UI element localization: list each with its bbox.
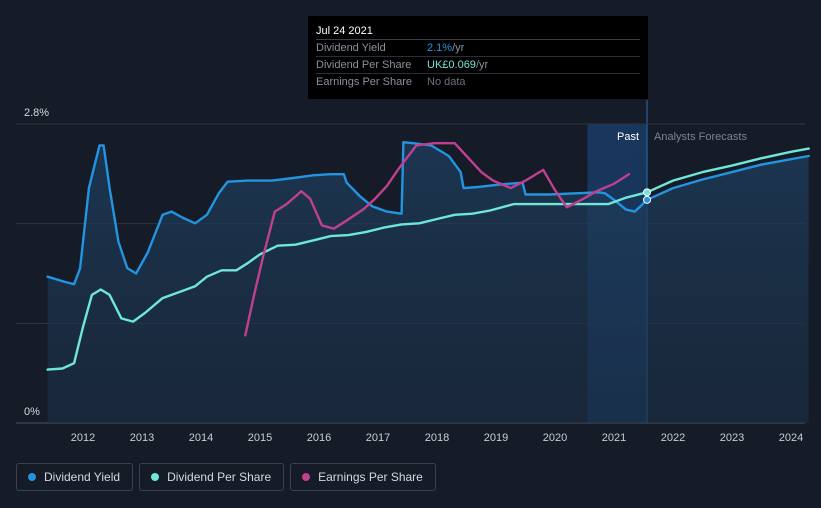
- legend-item-dividend-per-share[interactable]: Dividend Per Share: [139, 463, 285, 491]
- legend-dot-icon: [302, 473, 311, 481]
- tooltip-row-earnings-per-share: Earnings Per Share No data: [316, 74, 640, 90]
- tooltip-unit: /yr: [475, 59, 489, 71]
- tooltip-label: Dividend Yield: [316, 42, 386, 54]
- tooltip-value: 2.1%: [427, 42, 453, 54]
- legend-item-dividend-yield[interactable]: Dividend Yield: [16, 463, 134, 491]
- x-tick-label: 2024: [779, 432, 803, 444]
- x-tick-label: 2017: [366, 432, 390, 444]
- legend-label: Dividend Per Share: [167, 470, 272, 484]
- tooltip-value: No data: [427, 76, 466, 88]
- tooltip-label: Earnings Per Share: [316, 76, 412, 88]
- x-tick-label: 2019: [484, 432, 508, 444]
- dividend-per-share-marker: [643, 188, 652, 197]
- legend-dot-icon: [28, 473, 36, 481]
- legend-item-earnings-per-share[interactable]: Earnings Per Share: [290, 463, 436, 491]
- past-label: Past: [617, 131, 639, 143]
- x-tick-label: 2015: [248, 432, 272, 444]
- hover-tooltip: Jul 24 2021 Dividend Yield 2.1% /yr Divi…: [308, 16, 648, 99]
- dividend-yield-area: [47, 142, 809, 423]
- series-line-layer: [46, 141, 810, 371]
- x-tick-label: 2021: [602, 432, 626, 444]
- x-tick-label: 2018: [425, 432, 449, 444]
- x-tick-label: 2020: [543, 432, 567, 444]
- tooltip-row-dividend-yield: Dividend Yield 2.1% /yr: [316, 40, 640, 57]
- chart-legend: Dividend Yield Dividend Per Share Earnin…: [16, 463, 436, 491]
- x-tick-label: 2023: [720, 432, 744, 444]
- marker-layer: [643, 188, 652, 204]
- legend-dot-icon: [151, 473, 160, 481]
- axis-label-layer: 2.8% 0% 2012 2013 2014 2015 2016 2017 2018 2019 20…: [24, 107, 803, 444]
- forecast-label: Analysts Forecasts: [654, 131, 747, 143]
- x-tick-label: 2014: [189, 432, 213, 444]
- area-layer: [47, 142, 809, 423]
- x-tick-label: 2012: [71, 432, 95, 444]
- x-tick-label: 2022: [661, 432, 685, 444]
- dividend-yield-marker: [643, 195, 652, 204]
- tooltip-row-dividend-per-share: Dividend Per Share UK£0.069 /yr: [316, 57, 640, 74]
- y-tick-label: 0%: [24, 406, 40, 418]
- dividend-yield-line: [46, 141, 810, 286]
- earnings-per-share-line: [244, 142, 630, 337]
- tooltip-label: Dividend Per Share: [316, 59, 412, 71]
- x-tick-label: 2013: [130, 432, 154, 444]
- tooltip-date: Jul 24 2021: [316, 23, 640, 40]
- tooltip-unit: /yr: [452, 42, 465, 54]
- dividend-per-share-line: [46, 147, 810, 371]
- tooltip-value: UK£0.069: [427, 59, 476, 71]
- y-tick-label: 2.8%: [24, 107, 49, 119]
- x-tick-label: 2016: [307, 432, 331, 444]
- legend-label: Earnings Per Share: [318, 470, 423, 484]
- legend-label: Dividend Yield: [44, 470, 121, 484]
